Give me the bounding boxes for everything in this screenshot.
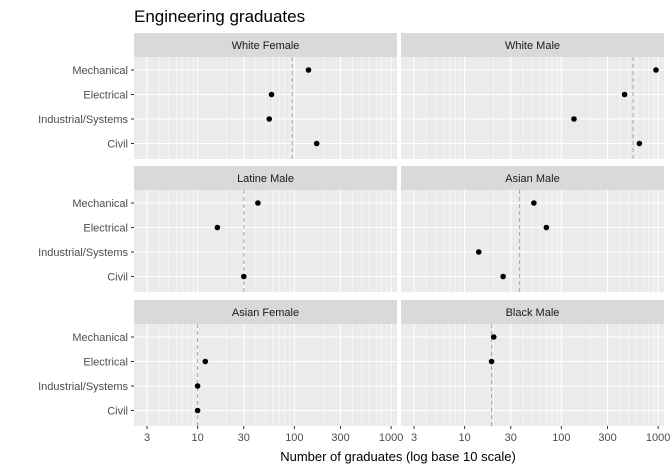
- facet-panel: Latine Male Mechanical Electrical Industria…: [38, 166, 397, 292]
- data-point: [313, 140, 320, 147]
- y-tick-label: Industrial/Systems: [38, 381, 128, 393]
- facet-strip-label: Asian Male: [505, 173, 559, 185]
- facet-panel: Asian Female Mechanical Electrical Industri…: [38, 300, 403, 444]
- facet-panel: White Male: [401, 33, 664, 159]
- data-point: [636, 140, 643, 147]
- panel-background: [134, 190, 397, 292]
- x-tick-label: 3: [411, 432, 417, 444]
- data-point: [305, 67, 312, 73]
- facet-strip: [401, 33, 664, 57]
- facet-strip-label: White Female: [232, 40, 300, 52]
- facet-strip: [401, 300, 664, 324]
- panel-background: [401, 324, 664, 426]
- y-tick-label: Mechanical: [72, 198, 128, 210]
- facet-panel: White Female Mechanical Electrical Industri…: [38, 33, 397, 159]
- data-point: [531, 200, 537, 206]
- facet-panel: Asian Male: [401, 166, 664, 292]
- data-point: [268, 91, 275, 98]
- data-point: [490, 334, 497, 340]
- facet-strip: [401, 166, 664, 190]
- x-tick-label: 30: [505, 432, 517, 444]
- data-point: [255, 200, 261, 206]
- facet-strip-label: Latine Male: [237, 173, 294, 185]
- facet-strip-label: White Male: [505, 40, 560, 52]
- data-point: [500, 273, 506, 280]
- y-tick-label: Mechanical: [72, 65, 128, 77]
- y-tick-label: Electrical: [83, 90, 128, 102]
- y-tick-label: Electrical: [83, 357, 128, 369]
- x-tick-label: 10: [458, 432, 470, 444]
- y-tick-label: Electrical: [83, 223, 128, 235]
- data-point: [194, 383, 201, 389]
- data-point: [488, 358, 495, 365]
- panel-background: [401, 57, 664, 159]
- facet-strip: [134, 166, 397, 190]
- panel-background: [134, 57, 397, 159]
- y-tick-label: Civil: [107, 139, 128, 151]
- x-tick-label: 100: [552, 432, 570, 444]
- x-tick-label: 300: [598, 432, 616, 444]
- x-tick-label: 1000: [379, 432, 403, 444]
- data-point: [475, 249, 482, 255]
- panel-background: [401, 190, 664, 292]
- x-tick-label: 30: [238, 432, 250, 444]
- data-point: [543, 224, 550, 231]
- facet-panel: Black Male 3 10 30 100 300 1000: [401, 300, 670, 444]
- y-tick-label: Civil: [107, 406, 128, 418]
- data-point: [571, 116, 577, 122]
- panel-background: [134, 324, 397, 426]
- facet-strip: [134, 33, 397, 57]
- facet-strip-label: Black Male: [506, 307, 560, 319]
- chart-title: Engineering graduates: [134, 7, 305, 26]
- data-point: [194, 407, 201, 414]
- facet-strip: [134, 300, 397, 324]
- data-point: [240, 273, 247, 280]
- y-tick-label: Industrial/Systems: [38, 114, 128, 126]
- x-tick-label: 100: [285, 432, 303, 444]
- y-tick-label: Industrial/Systems: [38, 247, 128, 259]
- data-point: [202, 358, 209, 365]
- x-tick-label: 1000: [646, 432, 670, 444]
- data-point: [621, 91, 628, 98]
- data-point: [266, 116, 273, 122]
- panels-layer: White Female Mechanical Electrical Industri…: [38, 33, 670, 444]
- y-tick-label: Civil: [107, 272, 128, 284]
- x-axis-title: Number of graduates (log base 10 scale): [280, 449, 516, 464]
- x-tick-label: 300: [331, 432, 349, 444]
- data-point: [214, 224, 221, 231]
- x-tick-label: 10: [191, 432, 203, 444]
- y-tick-label: Mechanical: [72, 332, 128, 344]
- x-tick-label: 3: [144, 432, 150, 444]
- data-point: [653, 67, 659, 73]
- facet-strip-label: Asian Female: [232, 307, 299, 319]
